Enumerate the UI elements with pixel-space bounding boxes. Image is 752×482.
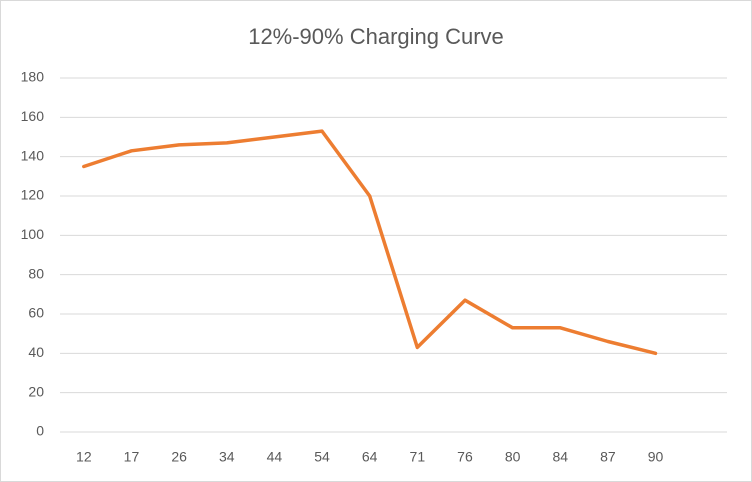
x-tick-label: 87 [600,449,616,465]
x-tick-label: 64 [362,449,378,465]
line-series [82,129,658,356]
x-tick-label: 34 [219,449,235,465]
y-tick-label: 20 [28,383,44,399]
x-tick-label: 84 [552,449,568,465]
y-tick-label: 140 [21,147,45,163]
x-tick-label: 71 [410,449,426,465]
x-tick-label: 12 [76,449,92,465]
y-tick-label: 40 [28,344,44,360]
x-tick-label: 26 [171,449,187,465]
x-tick-label: 54 [314,449,330,465]
x-tick-label: 44 [267,449,283,465]
y-tick-label: 160 [21,108,45,124]
y-tick-label: 120 [21,187,45,203]
y-tick-label: 100 [21,226,45,242]
x-tick-label: 90 [648,449,664,465]
y-tick-label: 80 [28,265,44,281]
chart-title: 12%-90% Charging Curve [248,24,504,49]
x-tick-label: 80 [505,449,521,465]
y-tick-label: 60 [28,305,44,321]
x-tick-label: 76 [457,449,473,465]
y-tick-label: 0 [36,423,44,439]
y-tick-label: 180 [21,69,45,85]
x-tick-label: 17 [124,449,140,465]
